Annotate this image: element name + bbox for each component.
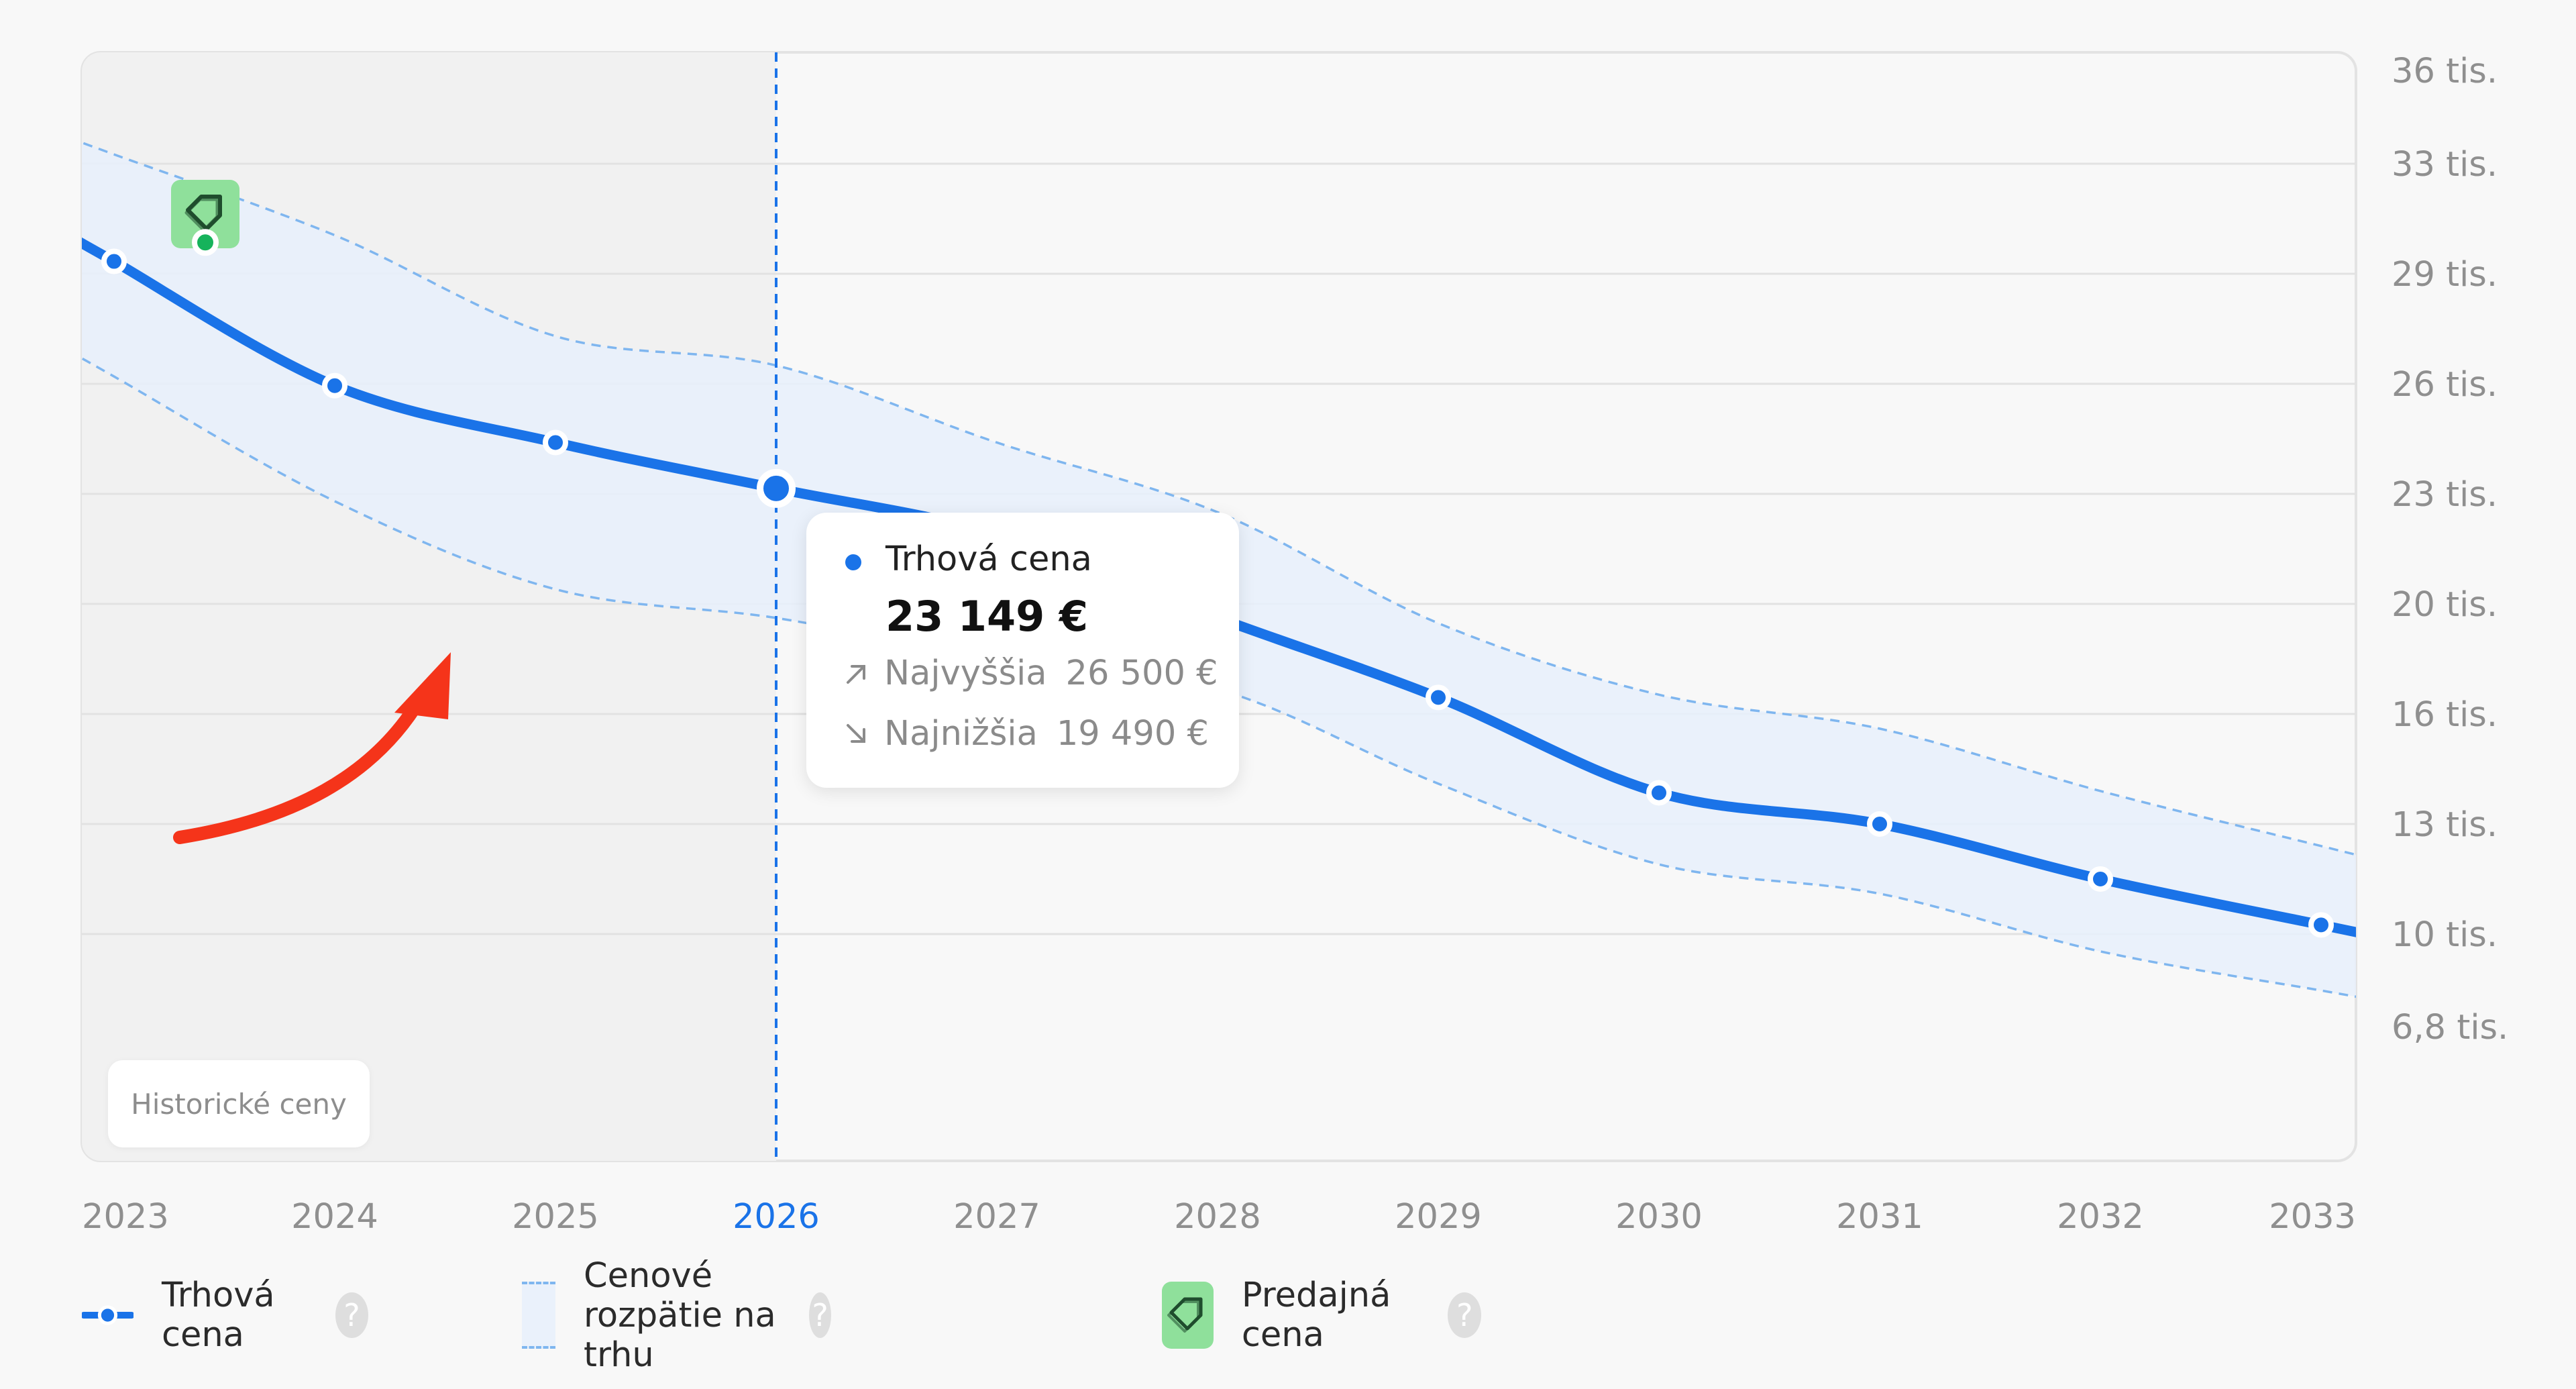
tooltip-low-row: Najnižšia 19 490 € [841,714,1209,754]
tooltip-high-row: Najvyššia 26 500 € [841,654,1218,693]
x-tick-label: 2030 [1615,1197,1703,1237]
x-tick-label: 2027 [953,1197,1040,1237]
y-tick-label: 16 tis. [2392,695,2498,735]
market-price-point[interactable] [101,248,127,274]
tooltip-high-label: Najvyššia [884,654,1047,693]
legend-label-price-range: Cenové rozpätie na trhu [584,1255,776,1375]
tag-icon [1162,1282,1214,1349]
x-tick-label: 2023 [82,1197,169,1237]
tooltip-series-dot [845,554,861,570]
legend-item-price-range[interactable]: Cenové rozpätie na trhu ? [522,1256,831,1375]
tooltip-low-value: 19 490 € [1056,714,1209,754]
y-tick-label: 10 tis. [2392,915,2498,955]
help-icon[interactable]: ? [1448,1292,1482,1338]
market-price-points [101,248,2334,938]
tooltip-low-label: Najnižšia [884,714,1038,754]
tag-glyph [1167,1297,1203,1333]
arrow-up-right-icon [847,664,865,684]
market-price-point[interactable] [322,372,347,399]
x-tick-label: 2033 [2269,1197,2356,1237]
historical-prices-label: Historické ceny [108,1060,370,1147]
x-tick-label: 2028 [1174,1197,1261,1237]
range-swatch-icon [522,1282,556,1349]
x-tick-label: 2025 [512,1197,599,1237]
y-tick-label: 29 tis. [2392,255,2498,295]
x-tick-label: 2032 [2057,1197,2144,1237]
help-icon[interactable]: ? [335,1292,368,1338]
price-range-upper-line [82,136,2356,859]
market-price-point[interactable] [1426,684,1451,711]
sale-price-dot[interactable] [192,229,219,256]
y-tick-label: 26 tis. [2392,365,2498,405]
tag-icon [184,195,222,232]
legend-item-market-price[interactable]: Trhová cena ? [82,1276,368,1355]
arrow-down-right-icon [847,723,865,743]
y-tick-label: 36 tis. [2392,52,2498,91]
tooltip-high-value: 26 500 € [1065,654,1218,693]
tooltip-value: 23 149 € [885,592,1089,641]
sale-price-tag[interactable] [171,180,239,248]
legend-label-market-price: Trhová cena [161,1276,275,1355]
y-tick-label: 6,8 tis. [2392,1008,2508,1047]
y-axis: 36 tis. 33 tis. 29 tis. 26 tis. 23 tis. 20 ti… [2392,52,2508,1047]
line-marker-icon [82,1305,133,1325]
x-tick-label: 2029 [1395,1197,1482,1237]
help-icon[interactable]: ? [809,1292,831,1338]
x-tick-label: 2024 [291,1197,378,1237]
market-price-point[interactable] [1867,811,1892,837]
price-tooltip: Trhová cena 23 149 € Najvyššia 26 500 € … [806,513,1239,788]
tooltip-title: Trhová cena [885,539,1092,579]
market-price-point[interactable] [2308,912,2334,938]
legend-item-sale-price[interactable]: Predajná cena ? [1162,1276,1482,1355]
x-tick-label: 2026 [733,1197,820,1237]
market-price-point-selected[interactable] [757,468,796,508]
x-tick-label: 2031 [1836,1197,1923,1237]
legend-label-sale-price: Predajná cena [1241,1276,1391,1355]
y-tick-label: 13 tis. [2392,805,2498,845]
market-price-point[interactable] [2088,866,2113,892]
sale-price-marker[interactable] [171,180,239,256]
y-tick-label: 23 tis. [2392,475,2498,515]
annotation-arrow [173,652,451,844]
y-tick-label: 20 tis. [2392,585,2498,625]
y-tick-label: 33 tis. [2392,145,2498,185]
x-axis: 2023 2024 2025 2026 2027 2028 2029 2030 2031 2032… [82,1197,2356,1237]
market-price-point[interactable] [543,429,568,456]
market-price-point[interactable] [1646,780,1672,806]
